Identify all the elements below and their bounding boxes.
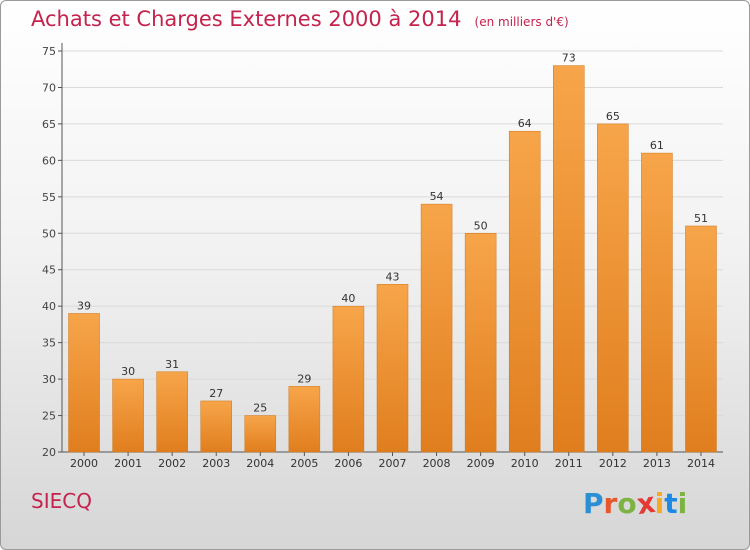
data-label-2011: 73 <box>562 52 576 65</box>
bar-2011 <box>553 65 585 453</box>
bar-2002 <box>156 371 188 453</box>
logo-letter: i <box>654 487 665 520</box>
x-tick-label: 2000 <box>70 457 98 470</box>
data-label-2005: 29 <box>297 372 311 385</box>
chart-unit: (en milliers d'€) <box>474 15 569 29</box>
y-tick-label: 60 <box>42 154 56 167</box>
y-tick-label: 50 <box>42 227 56 240</box>
bar-2008 <box>420 203 453 453</box>
data-label-2000: 39 <box>77 299 91 312</box>
data-label-2001: 30 <box>121 365 135 378</box>
bar-2007 <box>376 284 409 453</box>
x-tick-label: 2014 <box>687 457 715 470</box>
bar-2006 <box>332 305 365 453</box>
x-tick-label: 2008 <box>423 457 451 470</box>
y-tick-label: 55 <box>42 191 56 204</box>
y-tick-label: 70 <box>42 81 56 94</box>
logo-letter: i <box>677 487 688 520</box>
label-layer: 39 30 31 27 25 29 40 43 54 50 64 73 65 61 51 <box>77 52 708 415</box>
y-tick-label: 30 <box>42 373 56 386</box>
x-tick-label: 2002 <box>158 457 186 470</box>
logo-letter: x <box>634 485 657 522</box>
data-label-2013: 61 <box>650 139 664 152</box>
bar-layer <box>68 65 717 453</box>
x-tick-label: 2006 <box>334 457 362 470</box>
x-tick-label: 2004 <box>246 457 274 470</box>
data-label-2007: 43 <box>386 270 400 283</box>
x-tick-label: 2012 <box>599 457 627 470</box>
logo-letter: r <box>603 487 618 520</box>
logo-letter: o <box>617 487 637 520</box>
data-label-2004: 25 <box>253 402 267 415</box>
x-tick-label: 2009 <box>467 457 495 470</box>
x-tick-label: 2013 <box>643 457 671 470</box>
y-tick-label: 65 <box>42 118 56 131</box>
x-tick-label: 2001 <box>114 457 142 470</box>
data-label-2002: 31 <box>165 358 179 371</box>
chart-title: Achats et Charges Externes 2000 à 2014 <box>31 7 462 31</box>
y-tick-label: 35 <box>42 337 56 350</box>
y-tick-label: 45 <box>42 264 56 277</box>
x-tick-label: 2011 <box>555 457 583 470</box>
bar-2003 <box>200 400 232 453</box>
data-label-2009: 50 <box>474 219 488 232</box>
data-label-2003: 27 <box>209 387 223 400</box>
data-label-2010: 64 <box>518 117 532 130</box>
x-tick-label: 2003 <box>202 457 230 470</box>
data-label-2008: 54 <box>430 190 444 203</box>
data-label-2012: 65 <box>606 110 620 123</box>
bar-2014 <box>685 225 717 453</box>
x-tick-label: 2007 <box>379 457 407 470</box>
bar-2013 <box>641 152 673 453</box>
y-tick-label: 40 <box>42 300 56 313</box>
y-tick-label: 20 <box>42 446 56 459</box>
bar-2012 <box>597 123 629 453</box>
y-tick-label: 25 <box>42 410 56 423</box>
bar-2005 <box>288 386 321 453</box>
title-row: Achats et Charges Externes 2000 à 2014 (… <box>31 7 569 31</box>
proxiti-logo[interactable]: Proxiti <box>583 485 688 522</box>
x-tick-label: 2005 <box>290 457 318 470</box>
bar-2000 <box>68 313 100 453</box>
commune-name: SIECQ <box>31 489 92 513</box>
logo-letter: t <box>664 487 678 520</box>
bar-2004 <box>244 415 277 453</box>
x-tick-label: 2010 <box>511 457 539 470</box>
bar-2010 <box>508 130 541 453</box>
bar-2009 <box>464 233 497 453</box>
data-label-2014: 51 <box>694 212 708 225</box>
logo-letter: P <box>583 487 604 520</box>
data-label-2006: 40 <box>341 292 355 305</box>
y-tick-label: 75 <box>42 45 56 58</box>
bar-2001 <box>112 378 144 453</box>
